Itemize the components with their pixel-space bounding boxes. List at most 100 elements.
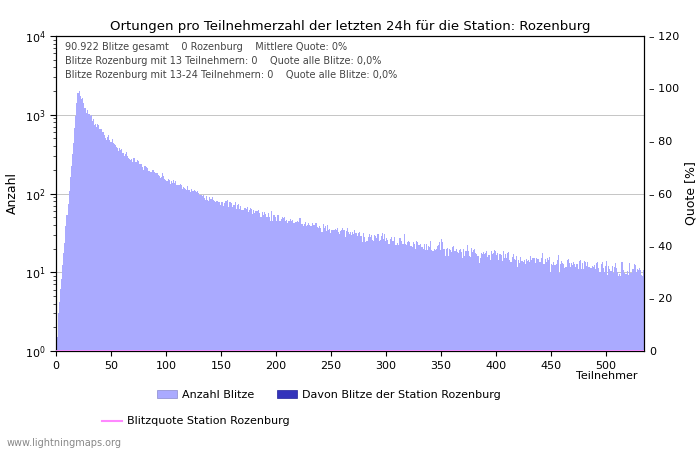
Bar: [462, 258, 463, 450]
Bar: [321, 232, 323, 450]
Bar: [258, 210, 259, 450]
Bar: [149, 171, 150, 450]
Bar: [295, 222, 296, 450]
Bar: [470, 256, 471, 450]
Bar: [118, 151, 119, 450]
Bar: [599, 272, 601, 450]
Bar: [362, 242, 363, 450]
Bar: [136, 160, 138, 450]
Bar: [630, 273, 631, 450]
Bar: [302, 226, 304, 450]
Bar: [284, 217, 285, 450]
Bar: [426, 244, 427, 450]
Bar: [261, 216, 262, 450]
Bar: [554, 265, 556, 450]
Bar: [257, 212, 258, 450]
Bar: [205, 200, 206, 450]
Bar: [450, 250, 451, 450]
Bar: [285, 220, 286, 450]
Bar: [228, 207, 229, 450]
Bar: [104, 135, 105, 450]
Bar: [423, 249, 424, 450]
Bar: [504, 258, 505, 450]
Bar: [290, 221, 292, 450]
Bar: [283, 218, 284, 450]
Bar: [162, 173, 163, 450]
Bar: [253, 210, 254, 450]
Bar: [373, 241, 374, 450]
Bar: [352, 232, 354, 450]
Bar: [543, 264, 545, 450]
Bar: [614, 267, 615, 450]
Bar: [180, 184, 181, 450]
Bar: [265, 214, 267, 450]
Bar: [223, 203, 225, 450]
Bar: [524, 260, 525, 450]
Bar: [518, 260, 519, 450]
Bar: [108, 135, 109, 450]
Bar: [305, 222, 306, 450]
Bar: [151, 172, 152, 450]
Bar: [371, 235, 372, 450]
Bar: [415, 249, 416, 450]
Bar: [350, 232, 351, 450]
Bar: [626, 274, 627, 450]
Bar: [537, 259, 538, 450]
Bar: [141, 164, 142, 450]
Bar: [298, 222, 300, 450]
Bar: [124, 156, 125, 450]
Bar: [477, 256, 479, 450]
Bar: [319, 226, 321, 450]
Bar: [454, 251, 456, 450]
Bar: [254, 213, 256, 450]
Bar: [78, 91, 80, 450]
Bar: [427, 250, 428, 450]
Bar: [497, 252, 498, 450]
Bar: [446, 249, 447, 450]
Bar: [492, 254, 493, 450]
Bar: [260, 217, 261, 450]
Bar: [561, 261, 562, 450]
Bar: [358, 233, 359, 450]
Bar: [634, 264, 635, 450]
Bar: [482, 254, 483, 450]
Bar: [117, 148, 118, 450]
Bar: [435, 249, 437, 450]
Bar: [312, 223, 313, 450]
Bar: [246, 207, 248, 450]
Bar: [90, 115, 92, 450]
Bar: [472, 252, 473, 450]
Bar: [129, 159, 130, 450]
Bar: [419, 245, 420, 450]
Bar: [94, 125, 95, 450]
Bar: [335, 229, 336, 450]
Bar: [551, 264, 552, 450]
Bar: [552, 266, 553, 450]
Bar: [617, 272, 618, 450]
Bar: [340, 231, 341, 450]
Bar: [219, 202, 220, 450]
Bar: [164, 179, 165, 450]
Bar: [165, 180, 167, 450]
Bar: [374, 235, 375, 450]
Bar: [530, 256, 531, 450]
Bar: [329, 230, 330, 450]
Bar: [292, 220, 293, 450]
Bar: [150, 172, 151, 450]
Bar: [448, 256, 449, 450]
Bar: [86, 113, 88, 450]
Bar: [256, 211, 257, 450]
Bar: [147, 168, 148, 450]
Bar: [526, 259, 527, 450]
Bar: [139, 164, 140, 450]
Bar: [160, 178, 161, 450]
Bar: [584, 261, 585, 450]
Bar: [242, 210, 244, 450]
Bar: [527, 261, 528, 450]
Bar: [624, 273, 625, 450]
Bar: [475, 252, 477, 450]
Bar: [365, 242, 367, 450]
Bar: [84, 108, 85, 450]
Bar: [407, 242, 408, 450]
Bar: [421, 247, 423, 450]
